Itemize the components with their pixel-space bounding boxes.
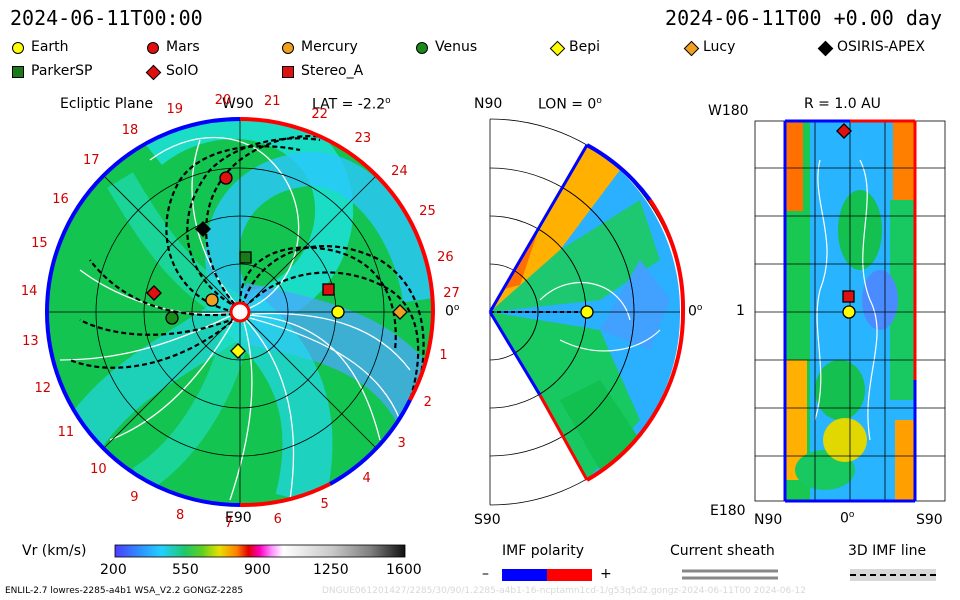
- carrington-tick-label: 22: [311, 107, 328, 123]
- stereo-a-marker-ecliptic: [322, 283, 335, 296]
- ecliptic-lat-label: LAT = -2.2o: [312, 96, 391, 113]
- carrington-tick-label: 10: [90, 461, 107, 477]
- legend-label: SolO: [166, 63, 199, 79]
- carrington-tick-label: 25: [419, 204, 436, 220]
- carrington-tick-label: 4: [362, 471, 371, 487]
- legend-label: Mars: [166, 39, 200, 55]
- carrington-tick-label: 6: [273, 511, 282, 527]
- footer-left: ENLIL-2.7 lowres-2285-a4b1 WSA_V2.2 GONG…: [5, 586, 244, 596]
- parkersp-legend-icon: [12, 66, 24, 78]
- vr-colorbar: [114, 544, 406, 558]
- carrington-tick-label: 20: [214, 92, 232, 108]
- stereo-a-legend-icon: [282, 66, 294, 78]
- sphere-title: R = 1.0 AU: [804, 96, 881, 112]
- solo-marker-sphere: [836, 123, 852, 139]
- carrington-tick-label: 26: [437, 250, 454, 266]
- colorbar-tick: 200: [100, 562, 127, 578]
- colorbar-label: Vr (km/s): [22, 543, 87, 559]
- carrington-tick-label: 2: [423, 394, 432, 410]
- sphere-x-mid-label: 0o: [840, 510, 855, 527]
- legend-label: Lucy: [703, 39, 736, 55]
- carrington-tick-label: 15: [31, 236, 48, 252]
- earth-legend-icon: [12, 42, 24, 54]
- imf-negative-swatch: [502, 569, 547, 581]
- colorbar-tick: 550: [172, 562, 199, 578]
- mars-marker-ecliptic: [219, 171, 233, 185]
- legend-label: Stereo_A: [301, 63, 364, 79]
- legend-label: OSIRIS-APEX: [837, 39, 925, 55]
- mercury-legend-icon: [282, 42, 294, 54]
- current-sheath-swatch: [682, 569, 778, 580]
- legend-label: Bepi: [569, 39, 600, 55]
- colorbar-tick: 900: [244, 562, 271, 578]
- colorbar-tick: 1600: [386, 562, 422, 578]
- parkersp-marker-ecliptic: [239, 251, 252, 264]
- sphere-x-right-label: S90: [916, 512, 943, 528]
- legend-label: Venus: [435, 39, 478, 55]
- carrington-tick-label: 8: [175, 508, 185, 524]
- object-markers: [146, 123, 856, 359]
- timestamp-left: 2024-06-11T00:00: [10, 6, 203, 30]
- venus-marker-ecliptic: [165, 311, 179, 325]
- sphere-x-left-label: N90: [754, 512, 783, 528]
- ecliptic-plane-map: [44, 117, 436, 508]
- carrington-tick-label: 16: [52, 191, 69, 207]
- osiris-apex-marker-ecliptic: [195, 221, 211, 237]
- timestamp-right: 2024-06-11T00 +0.00 day: [665, 6, 942, 30]
- colorbar-tick: 1250: [313, 562, 349, 578]
- legend-label: Mercury: [301, 39, 358, 55]
- carrington-tick-label: 9: [130, 490, 139, 505]
- meridional-top-label: N90: [474, 96, 503, 112]
- carrington-tick-label: 12: [34, 381, 52, 397]
- carrington-tick-label: 27: [443, 285, 460, 301]
- imf-polarity-title: IMF polarity: [502, 543, 585, 559]
- carrington-tick-label: 21: [263, 94, 281, 110]
- mars-legend-icon: [147, 42, 159, 54]
- carrington-tick-label: 13: [22, 333, 39, 349]
- meridional-lon-label: LON = 0o: [538, 96, 602, 113]
- venus-legend-icon: [416, 42, 428, 54]
- meridional-bottom-label: S90: [474, 512, 501, 528]
- meridional-right-label: 0o: [688, 303, 703, 320]
- imf-plus-label: +: [600, 566, 612, 582]
- current-sheath-title: Current sheath: [670, 543, 775, 559]
- sphere-top-left-label: W180: [708, 103, 749, 119]
- ecliptic-right-label: 0o: [445, 303, 460, 320]
- earth-marker-ecliptic: [331, 305, 345, 319]
- sphere-bottom-left-label: E180: [710, 503, 746, 519]
- carrington-tick-label: 19: [166, 102, 184, 118]
- ecliptic-bottom-label: E90: [225, 510, 252, 526]
- legend-label: Earth: [31, 39, 69, 55]
- carrington-tick-label: 11: [57, 424, 75, 440]
- imf-positive-swatch: [547, 569, 592, 581]
- bepi-marker-ecliptic: [230, 343, 246, 359]
- lucy-marker-ecliptic: [392, 304, 408, 320]
- imf-line-title: 3D IMF line: [848, 543, 927, 559]
- carrington-tick-label: 5: [320, 496, 329, 512]
- earth-marker-sphere: [842, 305, 856, 319]
- sphere-mid-left-label: 1: [736, 303, 745, 319]
- carrington-tick-label: 23: [354, 131, 372, 147]
- mercury-marker-ecliptic: [205, 293, 219, 307]
- carrington-tick-label: 1: [439, 348, 448, 364]
- stereo-a-marker-sphere: [842, 290, 855, 303]
- earth-marker-meridional: [580, 305, 594, 319]
- carrington-tick-label: 24: [391, 163, 408, 179]
- imf-minus-label: –: [482, 566, 489, 582]
- ecliptic-top-label: W90: [222, 96, 254, 112]
- carrington-tick-label: 14: [20, 284, 38, 300]
- carrington-tick-label: 17: [82, 153, 100, 169]
- legend-label: ParkerSP: [31, 63, 93, 79]
- carrington-tick-label: 18: [121, 122, 139, 138]
- carrington-tick-label: 7: [224, 515, 233, 531]
- ecliptic-title: Ecliptic Plane: [60, 96, 154, 112]
- carrington-tick-label: 3: [397, 436, 406, 452]
- footer-right: DNGUE061201427/2285/30/90/1.2285-a4b1-16…: [322, 586, 806, 596]
- solo-marker-ecliptic: [146, 285, 162, 301]
